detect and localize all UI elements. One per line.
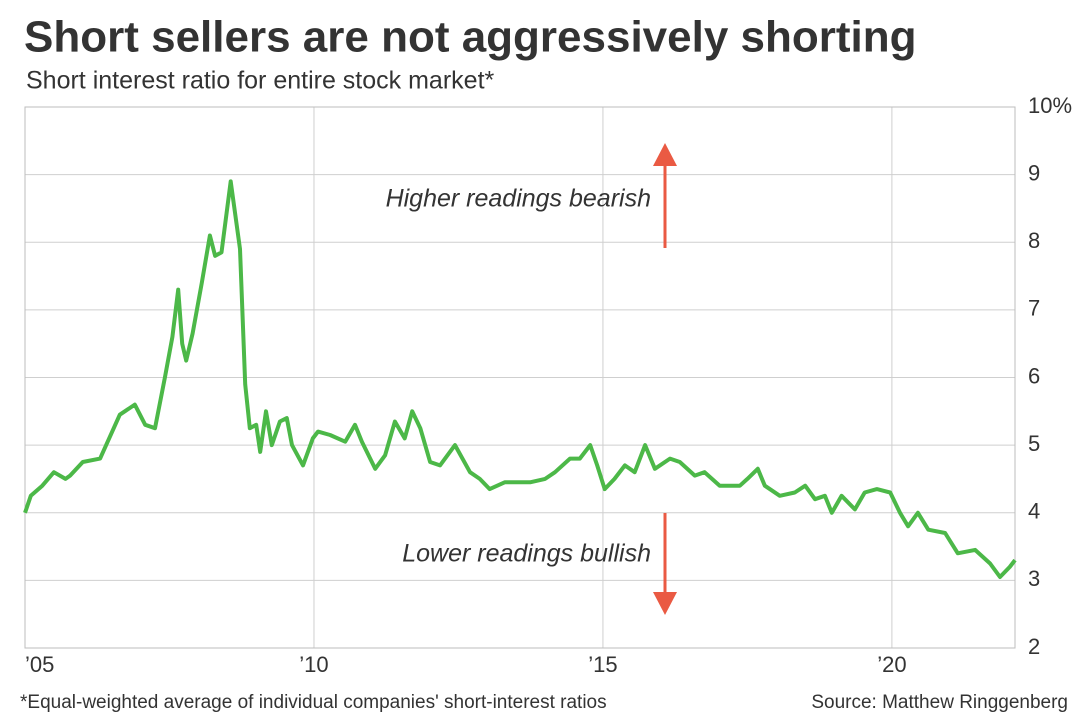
arrow-head bbox=[653, 592, 677, 615]
annotation: Higher readings bearish bbox=[386, 185, 651, 213]
x-tick-label: ’10 bbox=[299, 652, 328, 677]
y-tick-label: 8 bbox=[1028, 228, 1040, 253]
y-tick-label: 7 bbox=[1028, 296, 1040, 321]
y-tick-label: 2 bbox=[1028, 634, 1040, 659]
x-tick-label: ’05 bbox=[25, 652, 54, 677]
arrow-head bbox=[653, 143, 677, 166]
y-tick-label: 9 bbox=[1028, 160, 1040, 185]
annotations: Higher readings bearish Lower readings b… bbox=[386, 143, 677, 615]
y-tick-label: 3 bbox=[1028, 566, 1040, 591]
y-tick-label: 6 bbox=[1028, 363, 1040, 388]
y-tick-label: 4 bbox=[1028, 499, 1040, 524]
x-tick-label: ’15 bbox=[588, 652, 617, 677]
y-tick-label: 5 bbox=[1028, 431, 1040, 456]
annotation: Lower readings bullish bbox=[402, 540, 651, 568]
x-tick-label: ’20 bbox=[877, 652, 906, 677]
plot-frame bbox=[24, 106, 1016, 649]
chart-title: Short sellers are not aggressively short… bbox=[24, 13, 917, 62]
footnote: *Equal-weighted average of individual co… bbox=[20, 692, 607, 713]
y-tick-label: 10% bbox=[1028, 93, 1072, 118]
chart-subtitle: Short interest ratio for entire stock ma… bbox=[26, 67, 495, 95]
source: Source: Matthew Ringgenberg bbox=[811, 692, 1068, 713]
data-line bbox=[23, 179, 1017, 579]
